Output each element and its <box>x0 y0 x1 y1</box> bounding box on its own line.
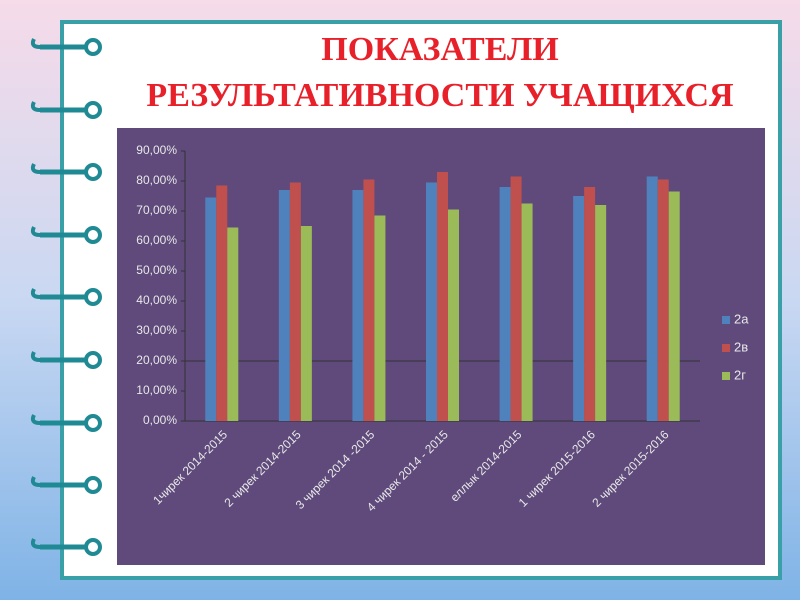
ring <box>30 538 41 549</box>
chart-title: РЕЗУЛЬТАТИВНОСТИ УЧАЩИХСЯ <box>146 77 733 114</box>
y-tick-label: 0,00% <box>143 413 177 427</box>
bar <box>510 176 522 421</box>
bar <box>646 176 658 421</box>
bar <box>352 190 364 421</box>
y-tick-label: 60,00% <box>136 233 177 247</box>
ring <box>30 351 41 362</box>
ring <box>30 101 41 112</box>
bar <box>573 196 585 421</box>
chart-title: ПОКАЗАТЕЛИ <box>321 31 558 68</box>
y-tick-label: 80,00% <box>136 173 177 187</box>
ring-hole <box>84 163 102 181</box>
bar <box>499 187 511 421</box>
ring-hole <box>84 288 102 306</box>
ring-hole <box>84 351 102 369</box>
bar <box>289 182 301 421</box>
y-tick-label: 10,00% <box>136 383 177 397</box>
y-tick-label: 70,00% <box>136 203 177 217</box>
ring <box>30 414 41 425</box>
y-tick-label: 40,00% <box>136 293 177 307</box>
bar <box>437 172 448 421</box>
ring-hole <box>84 226 102 244</box>
ring-hole <box>84 538 102 556</box>
bar <box>668 191 680 421</box>
y-tick-label: 30,00% <box>136 323 177 337</box>
bar <box>216 185 228 421</box>
bar <box>374 215 386 421</box>
bar <box>205 197 217 421</box>
ring <box>30 163 41 174</box>
ring-hole <box>84 38 102 56</box>
legend-label: 2г <box>734 367 746 382</box>
bar <box>595 205 607 421</box>
legend-swatch <box>722 372 730 380</box>
bar <box>363 179 375 421</box>
y-tick-label: 50,00% <box>136 263 177 277</box>
bar <box>426 182 437 421</box>
ring <box>30 476 41 487</box>
legend-swatch <box>722 344 730 352</box>
ring-hole <box>84 414 102 432</box>
bar <box>521 203 533 421</box>
bar <box>448 209 459 421</box>
bar <box>278 190 290 421</box>
ring <box>30 288 41 299</box>
ring <box>30 226 41 237</box>
legend-swatch <box>722 316 730 324</box>
y-tick-label: 20,00% <box>136 353 177 367</box>
ring-hole <box>84 476 102 494</box>
bar <box>584 187 596 421</box>
bar <box>300 226 312 421</box>
ring <box>30 38 41 49</box>
ring-hole <box>84 101 102 119</box>
legend-label: 2в <box>734 339 748 354</box>
legend-label: 2а <box>734 311 749 326</box>
y-tick-label: 90,00% <box>136 143 177 157</box>
bar <box>657 179 669 421</box>
bar <box>227 227 239 421</box>
spiral-rings <box>30 38 102 556</box>
